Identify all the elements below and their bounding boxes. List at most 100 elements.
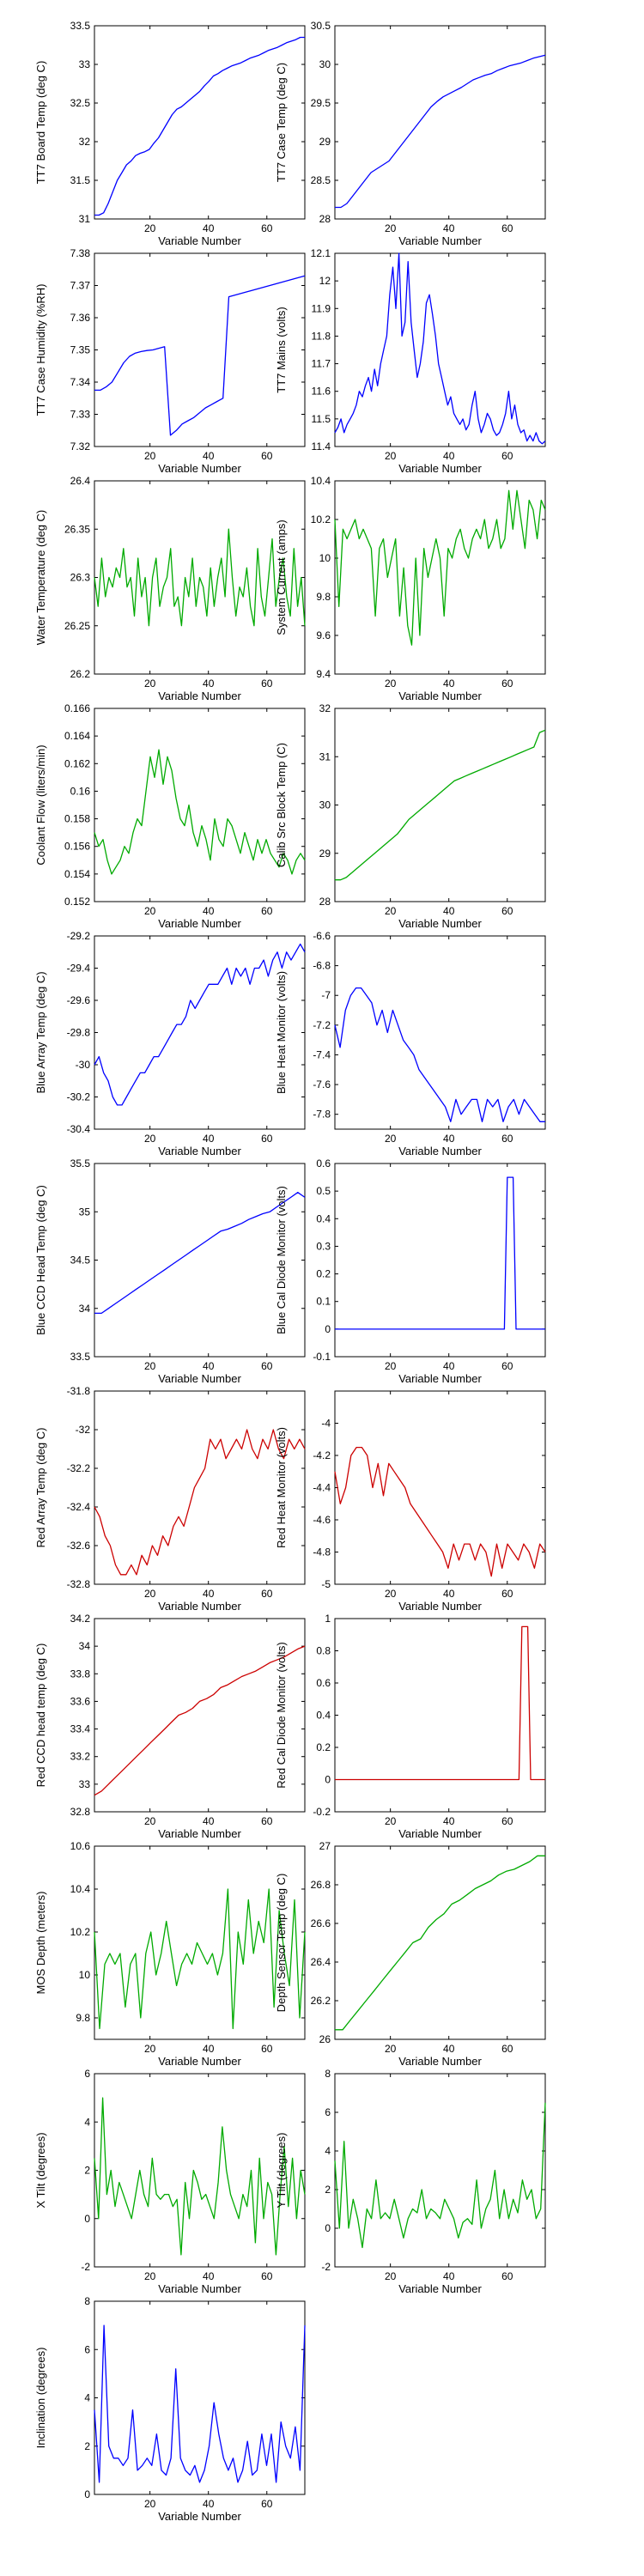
x-tick-label: 40 bbox=[443, 905, 455, 917]
y-tick-label: 33.4 bbox=[70, 1723, 91, 1735]
chart-panel: -2 0 2 4 6 8 20 40 60 Variable Number Y Tilt (degr… bbox=[275, 2068, 546, 2295]
y-tick-label: 7.36 bbox=[70, 312, 91, 324]
chart-panel: -32.8 -32.6 -32.4 -32.2 -32 -31.8 20 40 60 Variab… bbox=[34, 1385, 306, 1613]
y-axis-label: Red CCD head temp (deg C) bbox=[34, 1643, 47, 1788]
x-tick-label: 60 bbox=[501, 2043, 513, 2055]
x-tick-label: 20 bbox=[144, 1588, 156, 1600]
y-tick-label: 9.8 bbox=[316, 591, 331, 603]
x-tick-label: 20 bbox=[385, 1133, 397, 1145]
y-tick-label: 0 bbox=[325, 2222, 331, 2234]
x-tick-label: 60 bbox=[501, 2270, 513, 2282]
y-tick-label: -5 bbox=[321, 1578, 331, 1590]
x-axis-label: Variable Number bbox=[398, 1372, 482, 1385]
y-axis-label: TT7 Mains (volts) bbox=[275, 307, 288, 392]
plot-frame bbox=[94, 708, 306, 902]
y-tick-label: -32.4 bbox=[67, 1501, 91, 1513]
y-tick-label: -30.2 bbox=[67, 1091, 91, 1103]
chart-panel: 33.5 34 34.5 35 35.5 20 40 60 Variable Number Blu… bbox=[34, 1157, 306, 1385]
y-tick-label: -32.6 bbox=[67, 1540, 91, 1552]
y-tick-label: 0.4 bbox=[316, 1710, 331, 1722]
y-tick-label: 8 bbox=[84, 2295, 90, 2307]
y-tick-label: 35.5 bbox=[70, 1157, 91, 1170]
y-tick-label: 26.4 bbox=[70, 475, 91, 487]
plot-frame bbox=[334, 1163, 546, 1358]
y-tick-label: 35 bbox=[79, 1206, 91, 1218]
series-line bbox=[94, 1429, 306, 1576]
y-tick-label: 33 bbox=[79, 58, 91, 70]
y-tick-label: 26.6 bbox=[311, 1917, 331, 1929]
chart-panel: -30.4 -30.2 -30 -29.8 -29.6 -29.4 -29.2 20 40 60 V… bbox=[34, 930, 306, 1157]
x-tick-label: 40 bbox=[203, 1133, 215, 1145]
y-tick-label: 34.2 bbox=[70, 1613, 91, 1625]
y-tick-label: 7.34 bbox=[70, 376, 91, 388]
x-tick-label: 40 bbox=[203, 1360, 215, 1372]
y-tick-label: -7.8 bbox=[313, 1109, 331, 1121]
x-axis-label: Variable Number bbox=[398, 917, 482, 930]
chart-panel: 28 29 30 31 32 20 40 60 Variable Number Calib Src… bbox=[275, 702, 546, 930]
y-axis-label: Coolant Flow (liters/min) bbox=[34, 744, 47, 865]
y-tick-label: -7 bbox=[321, 989, 331, 1001]
y-tick-label: 28 bbox=[319, 213, 331, 225]
y-tick-label: -7.4 bbox=[313, 1048, 331, 1060]
y-tick-label: 28 bbox=[319, 896, 331, 908]
series-line bbox=[334, 252, 546, 445]
y-tick-label: 2 bbox=[84, 2165, 90, 2177]
y-tick-label: 0 bbox=[325, 1774, 331, 1786]
y-tick-label: 0.162 bbox=[64, 757, 90, 769]
x-tick-label: 60 bbox=[501, 1360, 513, 1372]
x-tick-label: 20 bbox=[144, 905, 156, 917]
y-tick-label: -32 bbox=[76, 1424, 91, 1436]
y-tick-label: 7.33 bbox=[70, 409, 91, 421]
y-tick-label: 26.2 bbox=[311, 1995, 331, 2007]
x-tick-label: 60 bbox=[501, 677, 513, 690]
y-tick-label: -31.8 bbox=[67, 1385, 91, 1397]
x-tick-label: 40 bbox=[443, 450, 455, 462]
x-axis-label: Variable Number bbox=[158, 917, 241, 930]
chart-panel: -0.1 0 0.1 0.2 0.3 0.4 0.5 0.6 20 40 60 Variable Nu… bbox=[275, 1157, 546, 1385]
y-tick-label: 0.6 bbox=[316, 1157, 331, 1170]
y-tick-label: -0.2 bbox=[313, 1806, 331, 1818]
series-line bbox=[334, 489, 546, 646]
x-tick-label: 40 bbox=[443, 2270, 455, 2282]
plot-frame bbox=[334, 2073, 546, 2268]
chart-panel: -0.2 0 0.2 0.4 0.6 0.8 1 20 40 60 Variable Number R… bbox=[275, 1613, 546, 1840]
y-axis-label: TT7 Case Temp (deg C) bbox=[275, 63, 288, 182]
y-tick-label: -7.2 bbox=[313, 1019, 331, 1031]
y-tick-label: 1 bbox=[325, 1613, 331, 1625]
series-line bbox=[335, 54, 546, 209]
y-axis-label: Blue CCD Head Temp (deg C) bbox=[34, 1185, 47, 1335]
series-line bbox=[94, 1192, 306, 1315]
y-axis-label: Red Cal Diode Monitor (volts) bbox=[275, 1642, 288, 1789]
plot-frame bbox=[334, 708, 546, 902]
y-tick-label: 10 bbox=[319, 552, 331, 564]
y-axis-label: Blue Heat Monitor (volts) bbox=[275, 971, 288, 1094]
x-axis-label: Variable Number bbox=[158, 2510, 241, 2523]
x-axis-label: Variable Number bbox=[398, 2055, 482, 2068]
x-axis-label: Variable Number bbox=[158, 462, 241, 475]
y-tick-label: 28.5 bbox=[311, 174, 331, 186]
x-tick-label: 40 bbox=[203, 2498, 215, 2510]
y-tick-label: 31 bbox=[79, 213, 91, 225]
y-tick-label: 0.154 bbox=[64, 868, 90, 880]
series-line bbox=[94, 1888, 306, 2030]
series-line bbox=[94, 2324, 306, 2483]
series-line bbox=[94, 2097, 306, 2256]
x-tick-label: 20 bbox=[385, 1588, 397, 1600]
y-tick-label: 29.5 bbox=[311, 97, 331, 109]
chart-panel: 9.8 10 10.2 10.4 10.6 20 40 60 Variable Number MO… bbox=[34, 1840, 306, 2068]
y-tick-label: 30 bbox=[319, 58, 331, 70]
x-tick-label: 40 bbox=[443, 2043, 455, 2055]
y-tick-label: 26.4 bbox=[311, 1956, 331, 1968]
y-tick-label: -29.4 bbox=[67, 963, 91, 975]
y-tick-label: -4 bbox=[321, 1418, 331, 1430]
y-tick-label: 0.1 bbox=[316, 1296, 331, 1308]
y-tick-label: 12.1 bbox=[311, 247, 331, 259]
y-tick-label: 10.4 bbox=[311, 475, 331, 487]
y-tick-label: 11.6 bbox=[312, 386, 331, 398]
x-tick-label: 60 bbox=[261, 1133, 273, 1145]
y-tick-label: 34 bbox=[79, 1303, 91, 1315]
y-tick-label: 7.32 bbox=[70, 440, 91, 453]
plot-frame bbox=[94, 25, 306, 220]
y-tick-label: 32.5 bbox=[70, 97, 91, 109]
y-tick-label: -4.4 bbox=[313, 1482, 331, 1494]
